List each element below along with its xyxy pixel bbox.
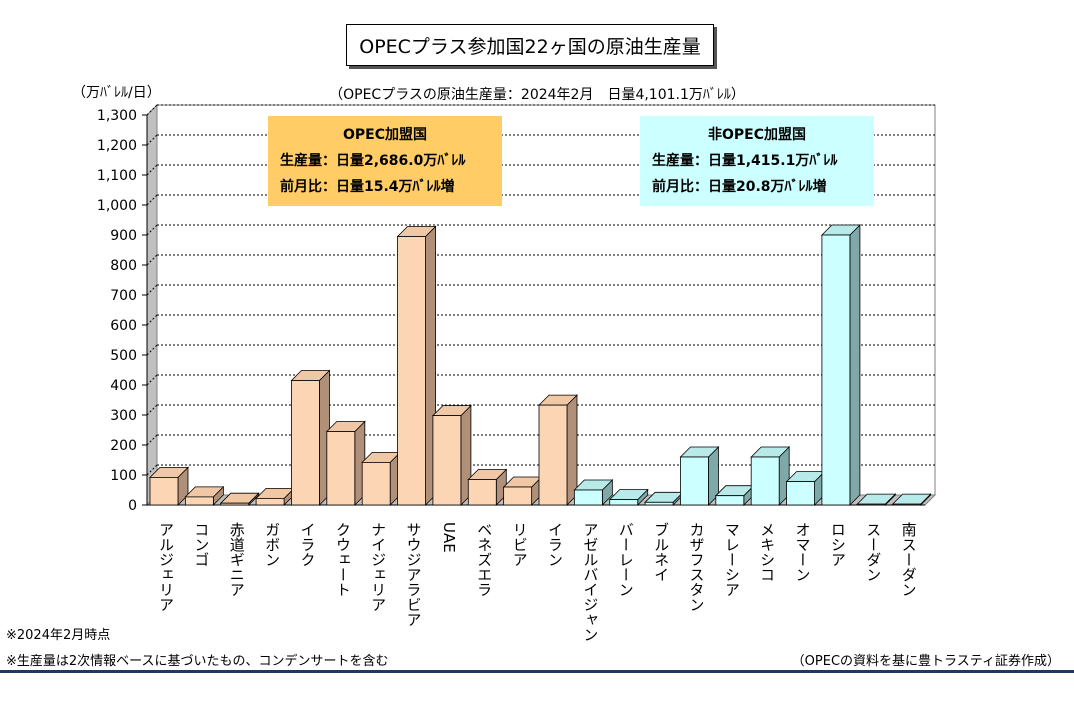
y-tick-label: 400 bbox=[110, 378, 137, 394]
non-opec-box-change: 前月比：日量20.8万ﾊﾞﾚﾙ増 bbox=[652, 179, 827, 195]
bar bbox=[892, 503, 922, 506]
x-tick-label: イラン bbox=[546, 522, 564, 567]
bar bbox=[361, 461, 391, 506]
y-tick-label: 1,300 bbox=[97, 108, 137, 124]
x-tick-label: ベネズエラ bbox=[475, 522, 493, 597]
bar bbox=[326, 431, 356, 506]
y-tick-label: 0 bbox=[128, 498, 137, 514]
x-tick-label: メキシコ bbox=[758, 522, 776, 582]
x-tick-label: ガボン bbox=[263, 522, 281, 567]
y-tick-label: 900 bbox=[110, 228, 137, 244]
y-tick-label: 1,100 bbox=[97, 168, 137, 184]
opec-box-heading: OPEC加盟国 bbox=[343, 127, 427, 143]
bar-side bbox=[849, 224, 861, 506]
bar bbox=[467, 479, 497, 506]
y-tick-label: 200 bbox=[110, 438, 137, 454]
y-tick-label: 1,200 bbox=[97, 138, 137, 154]
bar bbox=[538, 404, 568, 506]
opec-summary-box: OPEC加盟国 生産量：日量2,686.0万ﾊﾞﾚﾙ 前月比：日量15.4万ﾊﾞ… bbox=[268, 116, 502, 206]
x-tick-label: コンゴ bbox=[192, 522, 210, 567]
x-tick-label: ナイジェリア bbox=[369, 522, 387, 612]
bar bbox=[397, 236, 426, 506]
y-tick-label: 700 bbox=[110, 288, 137, 304]
y-axis-unit-label: （万ﾊﾞﾚﾙ/日） bbox=[72, 85, 161, 101]
x-tick-label: アルジェリア bbox=[157, 522, 175, 612]
x-tick-label: サウジアラビア bbox=[405, 522, 423, 627]
chart-subtitle: （OPECプラスの原油生産量：2024年2月 日量4,101.1万ﾊﾞﾚﾙ） bbox=[329, 87, 745, 103]
bar bbox=[856, 503, 886, 506]
y-tick-label: 1,000 bbox=[97, 198, 137, 214]
bar bbox=[291, 380, 320, 506]
x-tick-label: オマーン bbox=[794, 522, 812, 582]
y-tick-label: 800 bbox=[110, 258, 137, 274]
source-note: （OPECの資料を基に豊トラスティ証券作成） bbox=[791, 654, 1060, 669]
non-opec-box-heading: 非OPEC加盟国 bbox=[708, 127, 806, 143]
opec-box-change: 前月比：日量15.4万ﾊﾞﾚﾙ増 bbox=[280, 179, 455, 195]
chart-title: OPECプラス参加国22ヶ国の原油生産量 bbox=[346, 24, 714, 66]
bar bbox=[255, 497, 285, 506]
x-tick-label: UAE bbox=[440, 522, 458, 553]
plot-side-wall bbox=[146, 103, 158, 507]
bar bbox=[609, 499, 639, 506]
bar bbox=[715, 495, 745, 506]
bar bbox=[432, 415, 462, 506]
x-tick-label: 赤道ギニア bbox=[228, 522, 246, 597]
bar bbox=[750, 456, 780, 506]
bar bbox=[644, 501, 674, 506]
x-tick-label: リビア bbox=[511, 522, 529, 567]
bar bbox=[184, 496, 214, 506]
bar bbox=[821, 234, 851, 506]
x-tick-label: ブルネイ bbox=[652, 522, 670, 582]
bar bbox=[573, 489, 603, 506]
bar bbox=[503, 486, 533, 506]
y-tick-label: 300 bbox=[110, 408, 137, 424]
x-tick-label: 南スーダン bbox=[900, 522, 918, 597]
x-tick-label: クウェート bbox=[334, 522, 352, 597]
y-tick-label: 500 bbox=[110, 348, 137, 364]
bottom-rule bbox=[0, 670, 1074, 673]
note-date: ※2024年2月時点 bbox=[6, 628, 111, 643]
bar bbox=[680, 456, 709, 506]
y-tick-label: 100 bbox=[110, 468, 137, 484]
x-tick-label: バーレーン bbox=[617, 522, 635, 597]
bar bbox=[786, 481, 815, 506]
x-tick-label: カザフスタン bbox=[687, 522, 705, 612]
bar bbox=[149, 476, 179, 506]
non-opec-box-production: 生産量：日量1,415.1万ﾊﾞﾚﾙ bbox=[652, 153, 838, 169]
x-tick-label: アゼルバイジャン bbox=[581, 522, 599, 642]
opec-box-production: 生産量：日量2,686.0万ﾊﾞﾚﾙ bbox=[280, 153, 466, 169]
x-tick-label: スーダン bbox=[864, 522, 882, 582]
note-production: ※生産量は2次情報ベースに基づいたもの、コンデンサートを含む bbox=[6, 654, 389, 669]
x-tick-label: イラク bbox=[298, 522, 316, 567]
y-tick-label: 600 bbox=[110, 318, 137, 334]
non-opec-summary-box: 非OPEC加盟国 生産量：日量1,415.1万ﾊﾞﾚﾙ 前月比：日量20.8万ﾊ… bbox=[640, 116, 874, 206]
x-tick-label: ロシア bbox=[829, 522, 847, 567]
bar bbox=[220, 502, 250, 506]
x-tick-label: マレーシア bbox=[723, 522, 741, 597]
